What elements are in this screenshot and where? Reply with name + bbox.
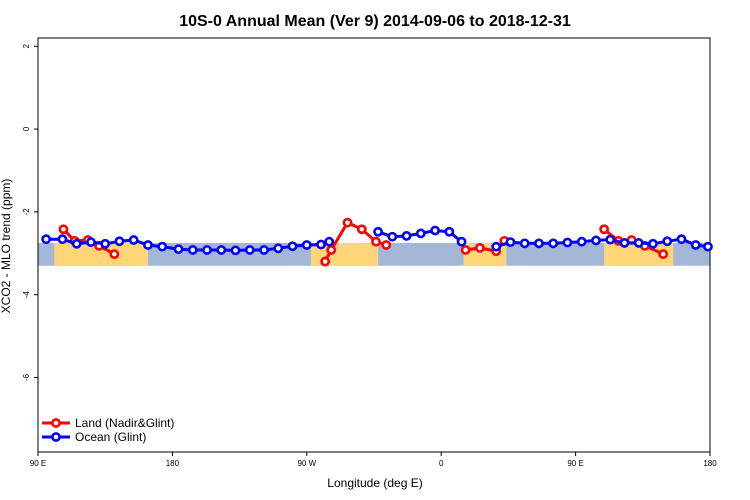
legend-marker	[51, 432, 61, 442]
y-axis-label: XCO2 - MLO trend (ppm)	[0, 179, 13, 314]
land-region	[604, 242, 674, 266]
data-point	[143, 240, 153, 250]
series-line	[495, 237, 709, 249]
data-point	[676, 234, 687, 245]
data-point	[474, 242, 485, 253]
x-axis-label: Longitude (deg E)	[327, 476, 422, 490]
data-point	[58, 224, 69, 235]
data-point	[109, 249, 120, 260]
chart-title: 10S-0 Annual Mean (Ver 9) 2014-09-06 to …	[179, 13, 571, 30]
data-point	[703, 241, 713, 252]
y-tick-label: -4	[22, 291, 31, 299]
data-point	[342, 217, 353, 228]
x-tick-label: 180	[703, 459, 717, 468]
data-point	[100, 238, 111, 249]
data-point	[491, 241, 502, 252]
data-point	[216, 245, 227, 255]
data-point	[519, 238, 530, 249]
data-point	[373, 226, 383, 237]
data-point	[128, 235, 139, 245]
data-point	[187, 245, 198, 255]
data-point	[430, 225, 440, 236]
data-point	[114, 236, 125, 247]
data-point	[381, 240, 392, 250]
data-point	[387, 231, 398, 242]
data-point	[401, 230, 412, 241]
data-point	[415, 228, 426, 239]
y-tick-label: 2	[22, 44, 31, 49]
data-point	[456, 236, 467, 247]
data-point	[86, 237, 96, 248]
x-tick-label: 0	[439, 459, 444, 468]
series-ocean	[41, 225, 713, 256]
data-point	[230, 245, 241, 256]
data-point	[57, 234, 68, 245]
data-point	[202, 245, 212, 255]
data-point	[444, 226, 455, 237]
data-point	[599, 224, 610, 235]
series-layer	[41, 217, 713, 267]
x-tick-label: 90 W	[297, 459, 316, 468]
legend-marker	[51, 418, 61, 428]
data-point	[71, 238, 82, 249]
data-point	[460, 245, 471, 255]
data-point	[562, 237, 573, 248]
legend: Land (Nadir&Glint)Ocean (Glint)	[42, 416, 174, 444]
data-point	[619, 238, 630, 248]
data-point	[534, 238, 544, 249]
map-background-band	[38, 242, 710, 266]
data-point	[173, 244, 184, 255]
data-point	[548, 238, 559, 249]
data-point	[326, 245, 337, 255]
data-point	[273, 243, 284, 254]
data-point	[244, 245, 255, 255]
data-point	[605, 234, 616, 245]
data-point	[505, 237, 516, 248]
x-tick-label: 90 E	[567, 459, 583, 468]
data-point	[576, 236, 587, 247]
data-point	[633, 238, 644, 248]
data-point	[324, 236, 335, 247]
legend-entry: Land (Nadir&Glint)	[75, 416, 174, 430]
data-point	[591, 235, 601, 246]
data-point	[356, 224, 367, 235]
data-point	[648, 238, 658, 249]
data-point	[658, 249, 669, 260]
data-point	[316, 239, 326, 250]
data-point	[320, 256, 331, 267]
data-point	[41, 234, 52, 245]
y-axis: 2 0 -2 -4 -6	[22, 44, 38, 381]
legend-entry: Ocean (Glint)	[75, 430, 146, 444]
x-axis: 90 E 180 90 W 0 90 E 180	[30, 452, 717, 468]
y-tick-label: -6	[22, 373, 31, 381]
y-tick-label: 0	[22, 126, 31, 131]
data-point	[662, 236, 673, 247]
data-point	[690, 240, 701, 250]
data-point	[371, 236, 381, 247]
data-point	[259, 245, 269, 255]
y-tick-label: -2	[22, 208, 31, 216]
data-point	[287, 241, 298, 252]
x-tick-label: 90 E	[30, 459, 46, 468]
land-region	[54, 242, 148, 266]
data-point	[301, 240, 312, 250]
data-point	[157, 241, 168, 252]
x-tick-label: 180	[166, 459, 180, 468]
